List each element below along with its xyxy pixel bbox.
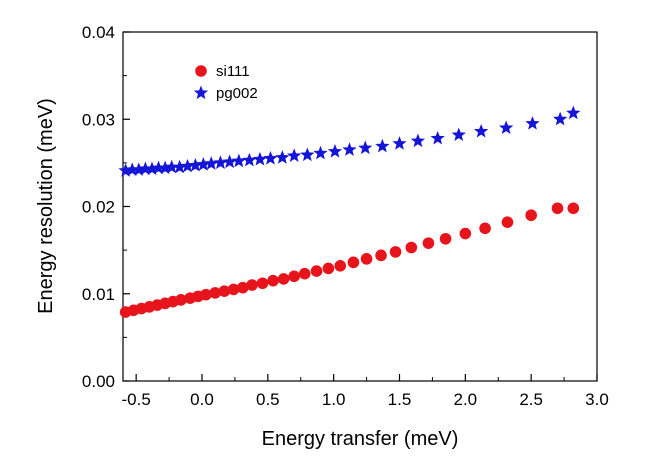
pg002-point [553, 111, 568, 126]
pg002-point [231, 153, 246, 168]
si111-point [375, 249, 387, 262]
x-tick-label: 2.5 [519, 390, 543, 409]
si111-point [459, 227, 472, 240]
pg002-point [566, 105, 581, 120]
pg002-point [196, 157, 211, 171]
y-tick-label: 0.04 [82, 23, 115, 42]
x-axis: -0.5 0.0 0.5 1.0 1.5 2.0 2.5 3.0 [122, 374, 609, 409]
si111-point [256, 277, 269, 290]
pg002-point [164, 159, 179, 174]
legend-marker-si111 [195, 65, 207, 77]
pg002-point [525, 116, 540, 130]
si111-point [237, 281, 249, 294]
pg002-point [158, 160, 173, 175]
pg002-point [263, 151, 278, 165]
pg002-point [131, 162, 146, 176]
pg002-point [138, 161, 153, 176]
pg002-point [430, 130, 445, 145]
y-tick-label: 0.00 [82, 372, 115, 391]
si111-point [405, 241, 418, 254]
si111-point [298, 267, 311, 280]
si111-point [479, 222, 491, 235]
legend-label-si111: si111 [216, 63, 250, 80]
y-axis-title: Energy resolution (meV) [35, 98, 57, 314]
pg002-point [151, 160, 166, 175]
pg002-point [287, 148, 302, 162]
pg002-point [118, 163, 133, 177]
si111-point [347, 256, 360, 269]
si111-point [551, 202, 564, 215]
x-tick-label: 3.0 [585, 390, 609, 409]
si111-point [310, 265, 323, 277]
x-tick-label: 1.5 [388, 390, 412, 409]
x-tick-label: 0.0 [190, 390, 214, 409]
si111-point [501, 216, 514, 229]
si111-point [246, 279, 258, 291]
pg002-point [358, 140, 373, 155]
si111-point [209, 287, 221, 299]
si111-point [439, 232, 452, 245]
pg002-point [392, 136, 407, 150]
si111-point [175, 294, 187, 306]
si111-point [360, 253, 373, 265]
legend-label-pg002: pg002 [216, 85, 258, 102]
si111-point [422, 237, 435, 249]
x-tick-label: 0.5 [256, 390, 280, 409]
pg002-point [222, 154, 237, 169]
x-tick-label: 2.0 [454, 390, 478, 409]
pg002-point [213, 155, 228, 169]
pg002-point [327, 144, 343, 158]
y-axis: 0.00 0.01 0.02 0.03 0.04 [82, 23, 130, 391]
legend-marker-pg002 [193, 85, 209, 100]
si111-point [200, 288, 212, 301]
series-pg002 [118, 105, 581, 177]
pg002-point [180, 158, 195, 173]
si111-point [227, 283, 240, 296]
si111-point [322, 262, 335, 275]
si111-point [277, 273, 290, 285]
pg002-point [172, 159, 187, 174]
si111-point [525, 209, 537, 222]
pg002-point [144, 161, 160, 176]
pg002-point [313, 145, 328, 160]
si111-point [288, 270, 300, 283]
pg002-point [125, 162, 140, 176]
si111-point [267, 274, 279, 287]
series-layer [118, 105, 581, 318]
pg002-point [474, 123, 489, 138]
series-si111 [119, 202, 580, 318]
pg002-point [410, 133, 426, 148]
pg002-point [499, 120, 514, 135]
legend: si111 pg002 [193, 63, 258, 102]
pg002-point [188, 157, 203, 172]
x-tick-label: 1.0 [322, 390, 346, 409]
pg002-point [451, 127, 466, 142]
pg002-point [204, 156, 219, 170]
pg002-point [252, 151, 268, 166]
pg002-point [242, 152, 257, 167]
x-tick-label: -0.5 [122, 390, 151, 409]
y-tick-label: 0.02 [82, 198, 115, 217]
x-axis-title: Energy transfer (meV) [262, 428, 459, 450]
si111-point [334, 260, 347, 272]
pg002-point [342, 142, 357, 156]
pg002-point [300, 147, 315, 162]
si111-point [567, 202, 580, 215]
y-tick-label: 0.01 [82, 285, 115, 304]
si111-point [218, 285, 231, 297]
y-tick-label: 0.03 [82, 110, 115, 129]
plot-frame [122, 31, 598, 382]
pg002-point [375, 138, 390, 153]
pg002-point [275, 150, 290, 164]
si111-point [389, 246, 402, 258]
